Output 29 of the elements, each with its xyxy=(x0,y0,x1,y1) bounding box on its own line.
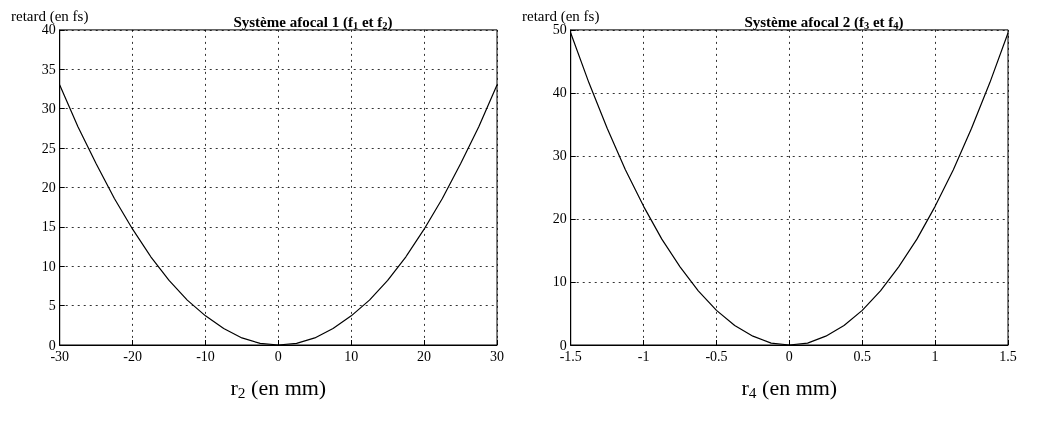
y-tick-label: 30 xyxy=(41,101,56,117)
x-tick-label: 0 xyxy=(274,348,282,364)
y-tick-label: 40 xyxy=(552,85,567,101)
y-tick-label: 10 xyxy=(41,258,56,274)
y-tick-label: 40 xyxy=(41,22,56,38)
x-tick-label: 1 xyxy=(931,348,939,364)
y-tick-label: 0 xyxy=(48,337,56,353)
x-tick-label: 0 xyxy=(785,348,793,364)
y-tick-label: 25 xyxy=(41,140,56,156)
y-axis-title: retard (en fs) xyxy=(10,7,89,25)
y-tick-label: 35 xyxy=(41,61,56,77)
y-tick-label: 10 xyxy=(552,274,567,290)
y-axis-title: retard (en fs) xyxy=(521,7,600,25)
x-tick-label: 30 xyxy=(490,348,504,364)
x-tick-label: -20 xyxy=(123,348,142,364)
y-tick-label: 5 xyxy=(48,298,56,314)
x-tick-label: -1 xyxy=(637,348,650,364)
y-tick-label: 0 xyxy=(559,337,567,353)
y-tick-label: 30 xyxy=(552,148,567,164)
x-tick-label: 10 xyxy=(344,348,359,364)
y-tick-label: 50 xyxy=(552,22,567,38)
x-tick-label: -10 xyxy=(196,348,215,364)
x-tick-label: -0.5 xyxy=(705,348,728,364)
x-tick-label: 20 xyxy=(417,348,432,364)
y-tick-label: 20 xyxy=(552,211,567,227)
x-tick-label: 1.5 xyxy=(999,348,1017,364)
y-tick-label: 15 xyxy=(41,219,56,235)
x-tick-label: 0.5 xyxy=(853,348,871,364)
y-tick-label: 20 xyxy=(41,179,56,195)
